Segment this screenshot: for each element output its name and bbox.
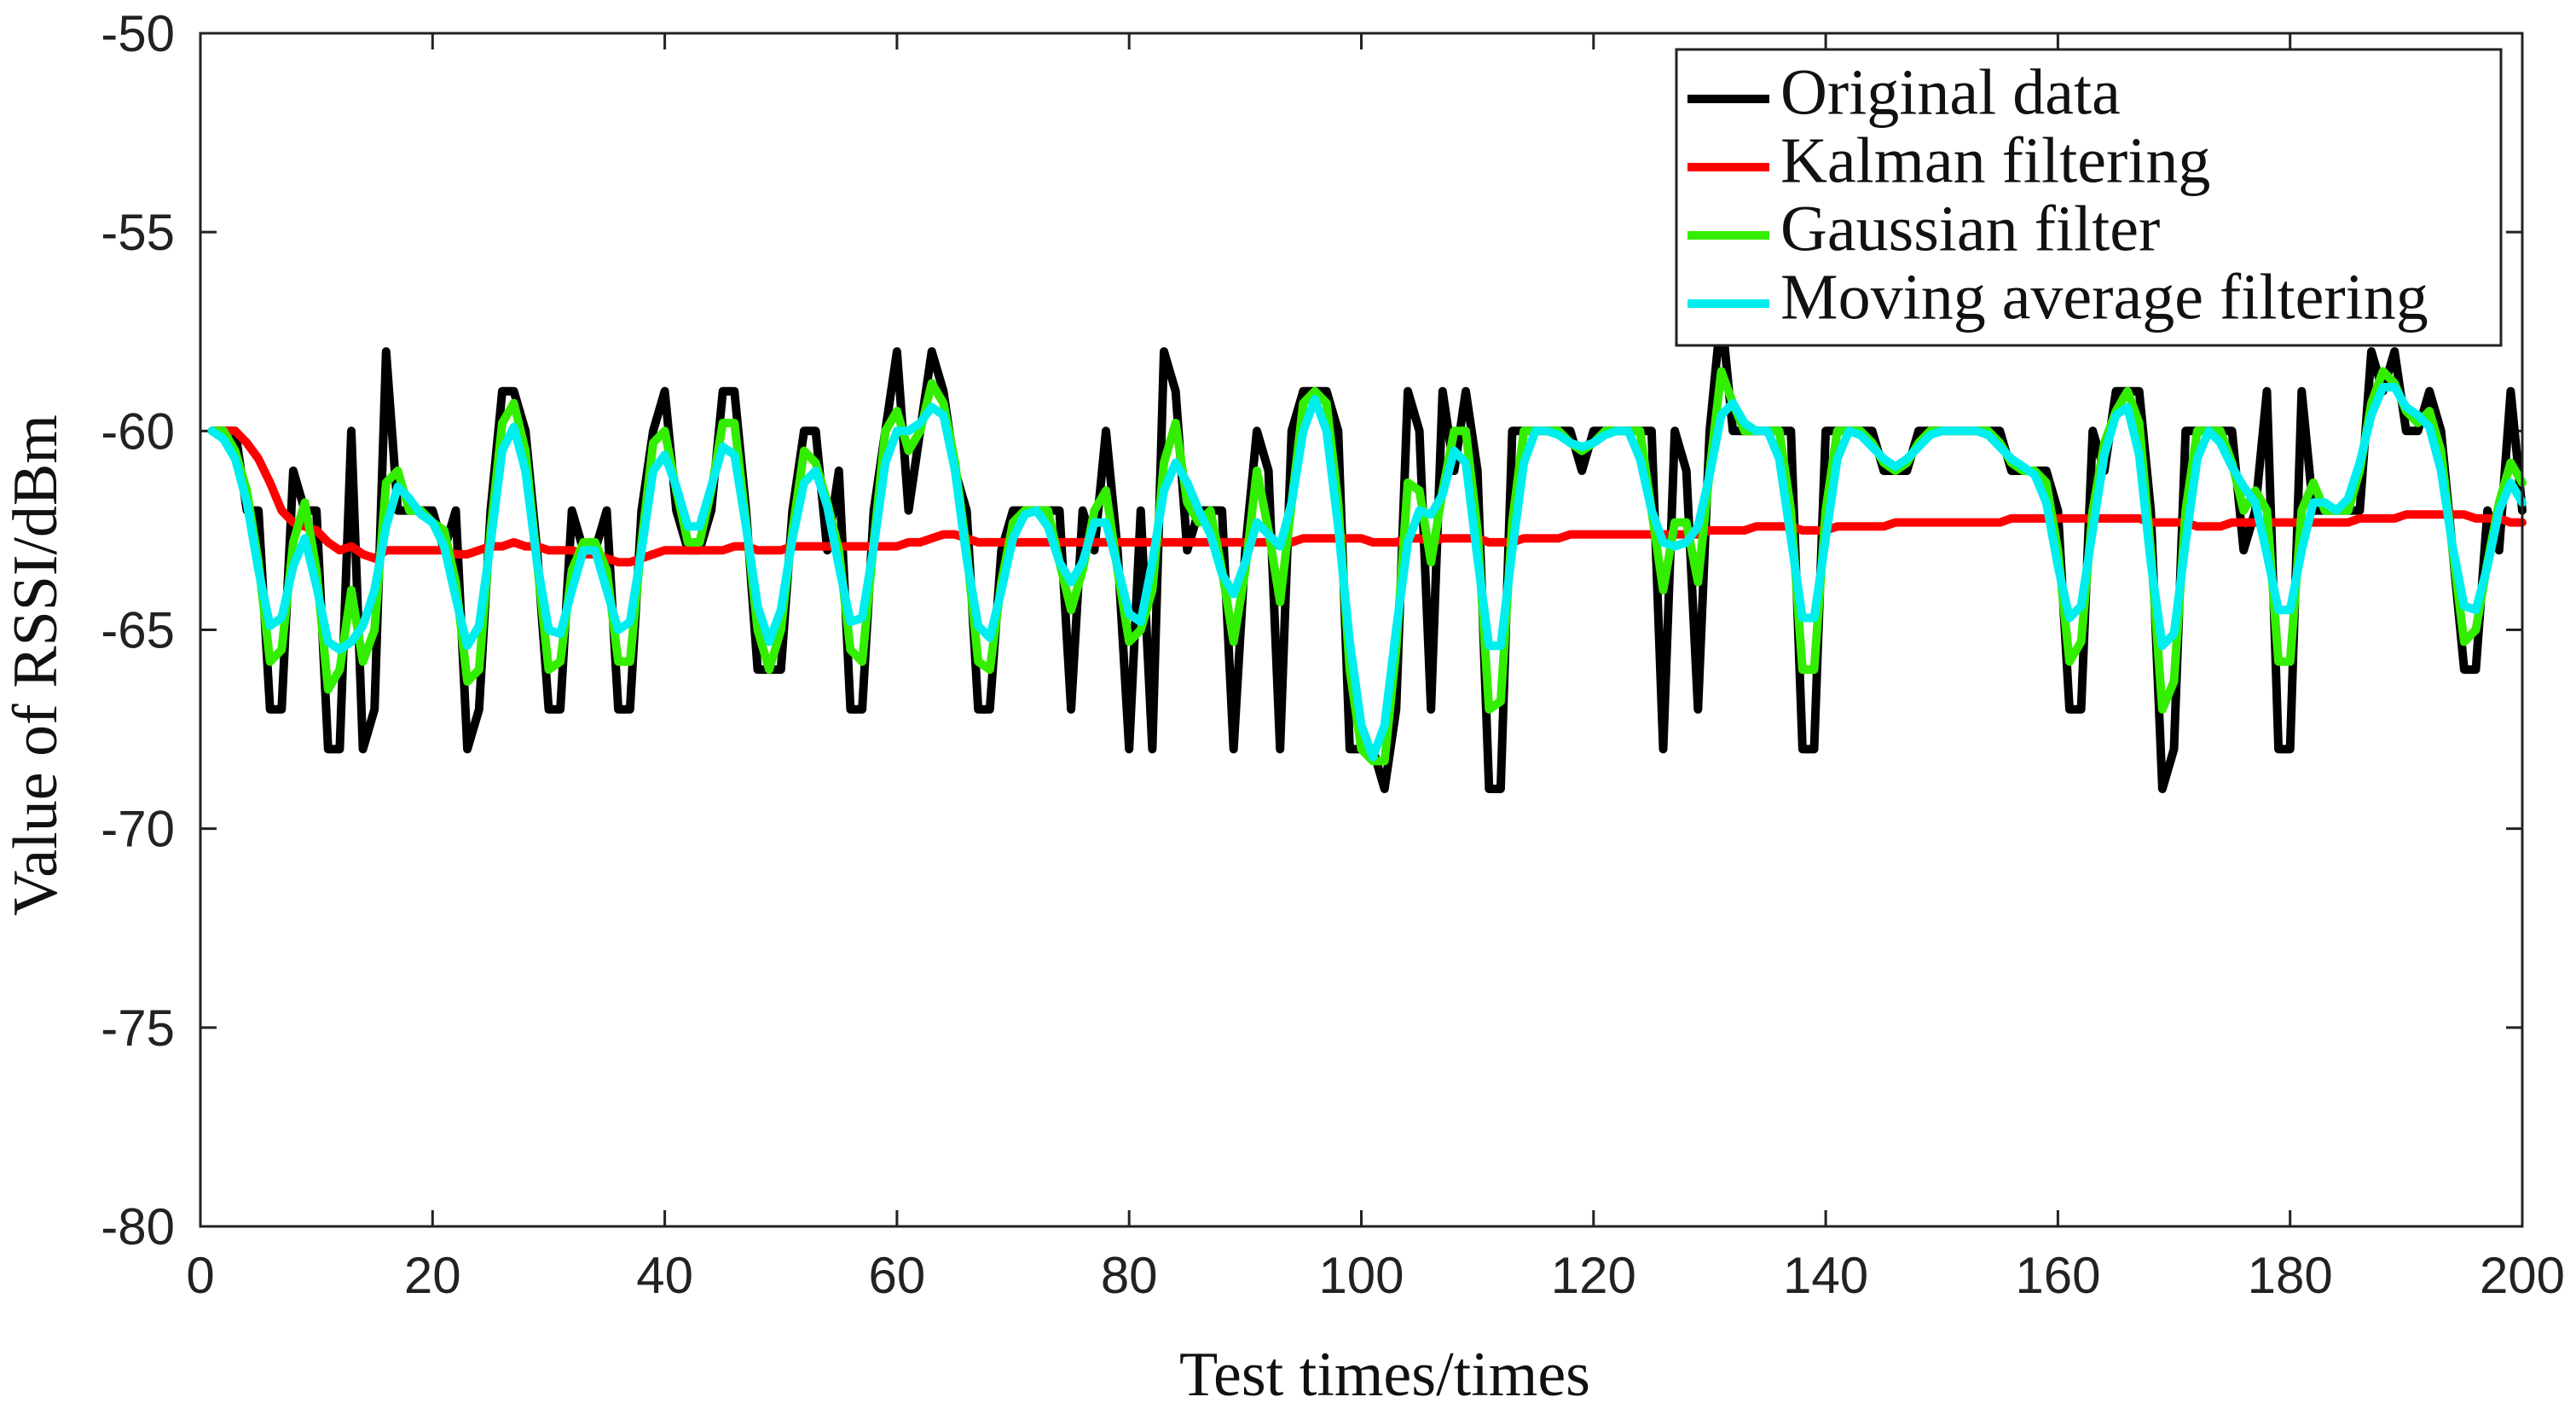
x-tick-label: 0 [186,1247,214,1304]
y-tick-label: -75 [101,1000,175,1057]
x-tick-label: 60 [869,1247,926,1304]
y-tick-label: -80 [101,1198,175,1255]
y-axis-label: Value of RSSI/dBm [1,414,71,916]
legend-box [1675,48,2503,347]
x-tick-label: 140 [1783,1247,1868,1304]
legend-label: Original data [1780,56,2121,128]
x-tick-label: 200 [2480,1247,2565,1304]
x-axis-label: Test times/times [1179,1340,1590,1410]
y-tick-label: -70 [101,801,175,858]
axes-frame [199,32,2524,1228]
legend-label: Moving average filtering [1780,261,2428,333]
x-tick-label: 100 [1318,1247,1404,1304]
y-tick-label: -60 [101,403,175,460]
x-tick-label: 40 [636,1247,693,1304]
y-tick-label: -50 [101,5,175,62]
x-tick-label: 80 [1101,1247,1158,1304]
x-tick-label: 20 [404,1247,461,1304]
x-tick-label: 180 [2248,1247,2333,1304]
legend-label: Gaussian filter [1780,193,2160,264]
y-tick-label: -55 [101,204,175,261]
x-tick-label: 120 [1551,1247,1636,1304]
x-tick-label: 160 [2015,1247,2100,1304]
y-tick-label: -65 [101,602,175,659]
legend-label: Kalman filtering [1780,125,2210,196]
series-line [207,383,2527,762]
